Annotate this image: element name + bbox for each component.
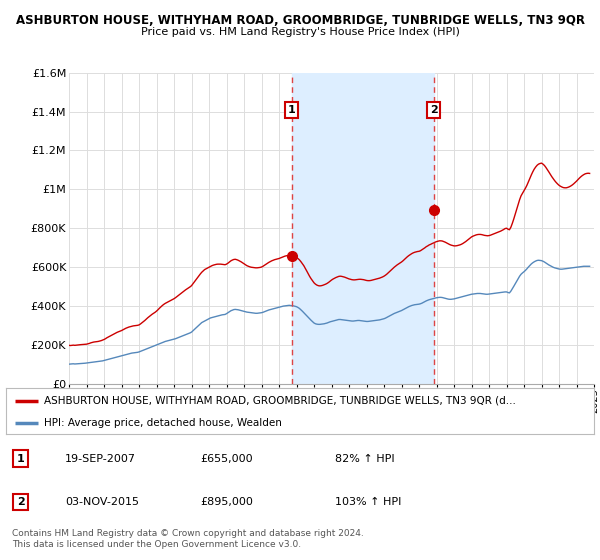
Text: 82% ↑ HPI: 82% ↑ HPI [335, 454, 395, 464]
Text: 1: 1 [288, 105, 295, 115]
Text: ASHBURTON HOUSE, WITHYHAM ROAD, GROOMBRIDGE, TUNBRIDGE WELLS, TN3 9QR: ASHBURTON HOUSE, WITHYHAM ROAD, GROOMBRI… [16, 14, 584, 27]
Text: 03-NOV-2015: 03-NOV-2015 [65, 497, 139, 507]
Text: £655,000: £655,000 [200, 454, 253, 464]
Text: 103% ↑ HPI: 103% ↑ HPI [335, 497, 401, 507]
Bar [292, 73, 434, 384]
Text: Contains HM Land Registry data © Crown copyright and database right 2024.
This d: Contains HM Land Registry data © Crown c… [12, 529, 364, 549]
Text: 2: 2 [430, 105, 437, 115]
Text: 2: 2 [17, 497, 25, 507]
Text: 19-SEP-2007: 19-SEP-2007 [65, 454, 136, 464]
Text: Price paid vs. HM Land Registry's House Price Index (HPI): Price paid vs. HM Land Registry's House … [140, 27, 460, 37]
Text: 1: 1 [17, 454, 25, 464]
Text: ASHBURTON HOUSE, WITHYHAM ROAD, GROOMBRIDGE, TUNBRIDGE WELLS, TN3 9QR (d...: ASHBURTON HOUSE, WITHYHAM ROAD, GROOMBRI… [44, 396, 516, 406]
Text: HPI: Average price, detached house, Wealden: HPI: Average price, detached house, Weal… [44, 418, 282, 427]
Text: £895,000: £895,000 [200, 497, 253, 507]
